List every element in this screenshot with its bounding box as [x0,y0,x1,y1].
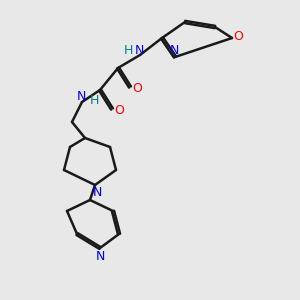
Text: H: H [89,94,99,107]
Text: N: N [92,185,102,199]
Text: N: N [134,44,144,56]
Text: O: O [132,82,142,94]
Text: O: O [114,103,124,116]
Text: H: H [123,44,133,56]
Text: N: N [169,44,179,56]
Text: N: N [76,89,86,103]
Text: O: O [233,29,243,43]
Text: N: N [95,250,105,262]
